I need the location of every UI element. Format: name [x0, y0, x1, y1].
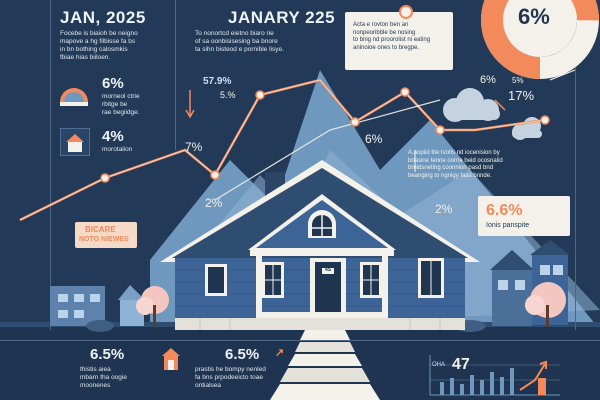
bottom-mid-accent: ↗	[275, 347, 285, 359]
right-stat-card: 6.6% Ionis panspite	[478, 196, 570, 236]
house-badge-icon	[162, 348, 180, 370]
label-17: 17%	[508, 88, 535, 103]
right-stat-sub: Ionis panspite	[486, 222, 530, 229]
left-item-1-value: 6%	[102, 75, 124, 92]
door-number: 4S	[325, 267, 332, 273]
right-panel-text: A.aopiid tite tvotls nd iocenision by br…	[408, 150, 503, 179]
header-mid-blurb: To nonortcd eietno biaro rie of sa oonbi…	[195, 30, 284, 53]
left-item-1-text: morneol ctrie rbitge be rae begiidge.	[102, 93, 140, 116]
label-579: 57.9%	[203, 76, 232, 87]
gauge-house-icon	[60, 88, 88, 106]
right-stat-value: 6.6%	[486, 202, 523, 219]
callout-card: Acta e rovton ben an nonpeoribble be nos…	[345, 12, 453, 70]
label-7: 7%	[185, 140, 203, 154]
label-6-mid: 6%	[365, 132, 383, 146]
bottom-left-value: 6.5%	[90, 346, 125, 363]
bottom-mid-text: prastis he bompy nenled fa bns prpodeeic…	[195, 366, 266, 389]
grid-line	[50, 0, 51, 330]
gauge-value: 6%	[518, 4, 550, 29]
house-icon	[60, 128, 90, 156]
bottom-mid-value: 6.5%	[225, 346, 260, 363]
callout-text: Acta e rovton ben an nonpeoribble be nos…	[353, 22, 431, 51]
grid-line	[0, 340, 600, 341]
mini-bar-chart	[429, 355, 560, 396]
label-2-left: 2%	[205, 196, 223, 210]
label-2-right: 2%	[435, 202, 453, 216]
left-item-2-text: morotalion	[102, 146, 133, 153]
mini-chart-value: 47	[452, 356, 470, 373]
header-mid-date: JANARY 225	[228, 8, 336, 27]
pin-icon	[399, 5, 413, 19]
label-5-right: 5%	[512, 76, 524, 85]
grid-line	[175, 0, 176, 150]
bottom-left-text: thistis aiea mbarn tha oogie moonenes	[80, 366, 127, 389]
grid-line	[575, 0, 576, 330]
label-5: 5.%	[220, 90, 236, 100]
mini-chart-prefix: OHA	[432, 362, 446, 368]
left-item-2-value: 4%	[102, 128, 124, 145]
label-6-right: 6%	[480, 74, 496, 86]
left-badge-sub: NOTO NIEWES	[79, 236, 129, 243]
left-badge-title: BICARE	[85, 225, 116, 234]
left-badge: BICARE NOTO NIEWES	[75, 222, 137, 248]
header-left-date: JAN, 2025	[60, 8, 146, 27]
header-left-blurb: Focebe is biaioh be neigno mapove a hg f…	[60, 30, 138, 61]
gauge-donut	[481, 0, 599, 79]
